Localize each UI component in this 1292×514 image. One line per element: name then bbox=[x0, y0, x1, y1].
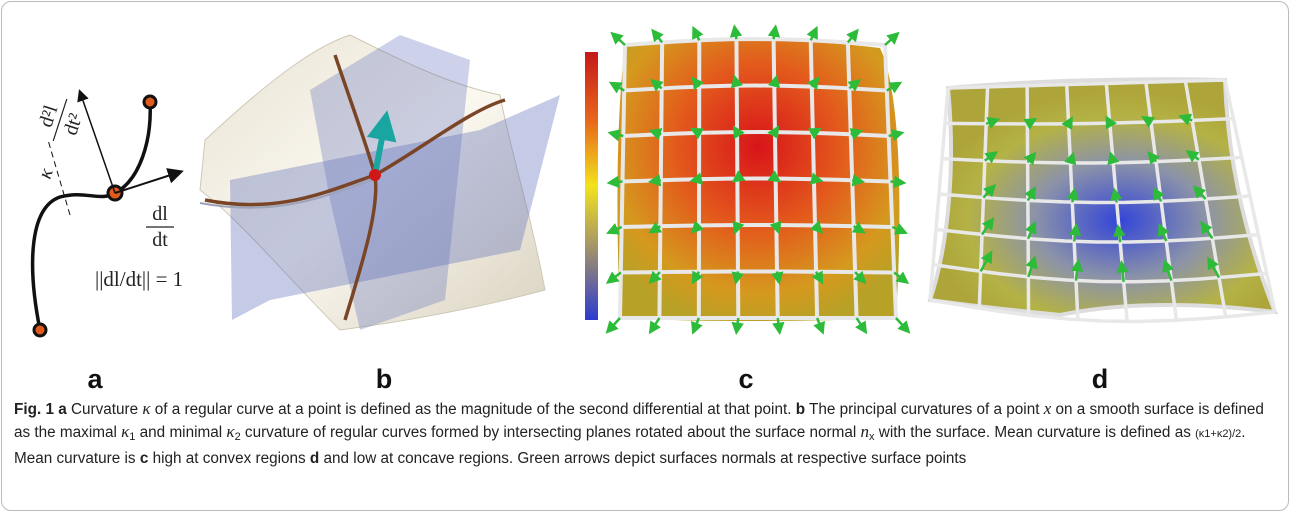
caption-text: (κ1+κ2)/2 bbox=[1195, 428, 1241, 440]
illustration bbox=[1108, 120, 1110, 123]
caption-text: κ bbox=[142, 399, 150, 418]
illustration bbox=[612, 182, 623, 183]
illustration bbox=[653, 180, 661, 181]
illustration bbox=[885, 35, 896, 45]
illustration bbox=[774, 79, 776, 85]
illustration bbox=[735, 79, 737, 85]
caption-text: b bbox=[796, 401, 805, 418]
illustration bbox=[776, 179, 778, 180]
illustration bbox=[736, 225, 738, 230]
caption: Fig. 1 a Curvature κ of a regular curve … bbox=[14, 398, 1276, 470]
caption-text: with the surface. Mean curvature is defi… bbox=[875, 424, 1196, 441]
illustration bbox=[774, 29, 776, 39]
caption-text: curvature of regular curves formed by in… bbox=[241, 424, 861, 441]
caption-text: Fig. 1 a bbox=[14, 401, 67, 418]
caption-text: n bbox=[861, 422, 870, 441]
panel-label: a bbox=[87, 364, 103, 394]
illustration bbox=[736, 272, 738, 280]
illustration bbox=[896, 318, 907, 330]
caption-text: Curvature bbox=[67, 401, 143, 418]
illustration bbox=[735, 130, 737, 133]
illustration bbox=[777, 272, 779, 280]
illustration bbox=[778, 318, 780, 330]
illustration bbox=[614, 35, 625, 45]
norm-equation: ||dl/dt|| = 1 bbox=[95, 267, 183, 291]
illustration bbox=[735, 29, 737, 39]
caption-text: The principal curvatures of a point bbox=[805, 401, 1044, 418]
illustration bbox=[891, 182, 902, 183]
panel-label: b bbox=[376, 364, 393, 394]
illustration bbox=[776, 225, 778, 230]
caption-text: of a regular curve at a point is defined… bbox=[151, 401, 796, 418]
illustration bbox=[775, 130, 777, 133]
panel-b bbox=[200, 35, 560, 330]
panel-c bbox=[585, 29, 907, 330]
caption-text: and low at concave regions. Green arrows… bbox=[319, 450, 966, 467]
illustration bbox=[621, 272, 894, 273]
panel-label: d bbox=[1092, 364, 1109, 394]
panel-label: c bbox=[738, 364, 753, 394]
tangent-numerator: dl bbox=[152, 203, 168, 225]
illustration bbox=[814, 179, 819, 180]
illustration bbox=[694, 179, 699, 180]
curvature-symbol: κ bbox=[34, 165, 58, 181]
caption-text: κ bbox=[226, 422, 234, 441]
illustration bbox=[736, 179, 738, 180]
illustration bbox=[1069, 120, 1071, 123]
illustration bbox=[737, 318, 739, 330]
caption-text: high at convex regions bbox=[148, 450, 310, 467]
caption-text: d bbox=[310, 450, 319, 467]
caption-text: and minimal bbox=[135, 424, 226, 441]
panel-d bbox=[930, 79, 1275, 321]
panel-a: d²l dt² κ dl dt ||dl/dt|| = 1 bbox=[31, 92, 183, 336]
tangent-denominator: dt bbox=[152, 229, 168, 251]
page: d²l dt² κ dl dt ||dl/dt|| = 1 a b c d Fi… bbox=[0, 0, 1292, 514]
illustration bbox=[609, 318, 620, 330]
illustration bbox=[852, 180, 860, 181]
second-derivative-denominator: dt² bbox=[60, 111, 88, 138]
illustration bbox=[622, 225, 893, 227]
